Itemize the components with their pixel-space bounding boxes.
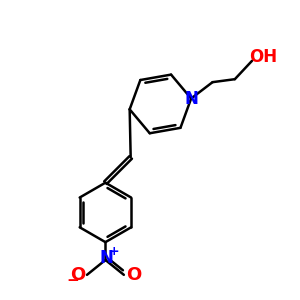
Text: N: N [100,250,114,268]
Text: N: N [184,89,198,107]
Text: O: O [126,266,141,284]
Text: +: + [108,245,119,258]
Text: −: − [66,273,79,288]
Text: OH: OH [249,48,278,66]
Text: O: O [70,266,85,284]
